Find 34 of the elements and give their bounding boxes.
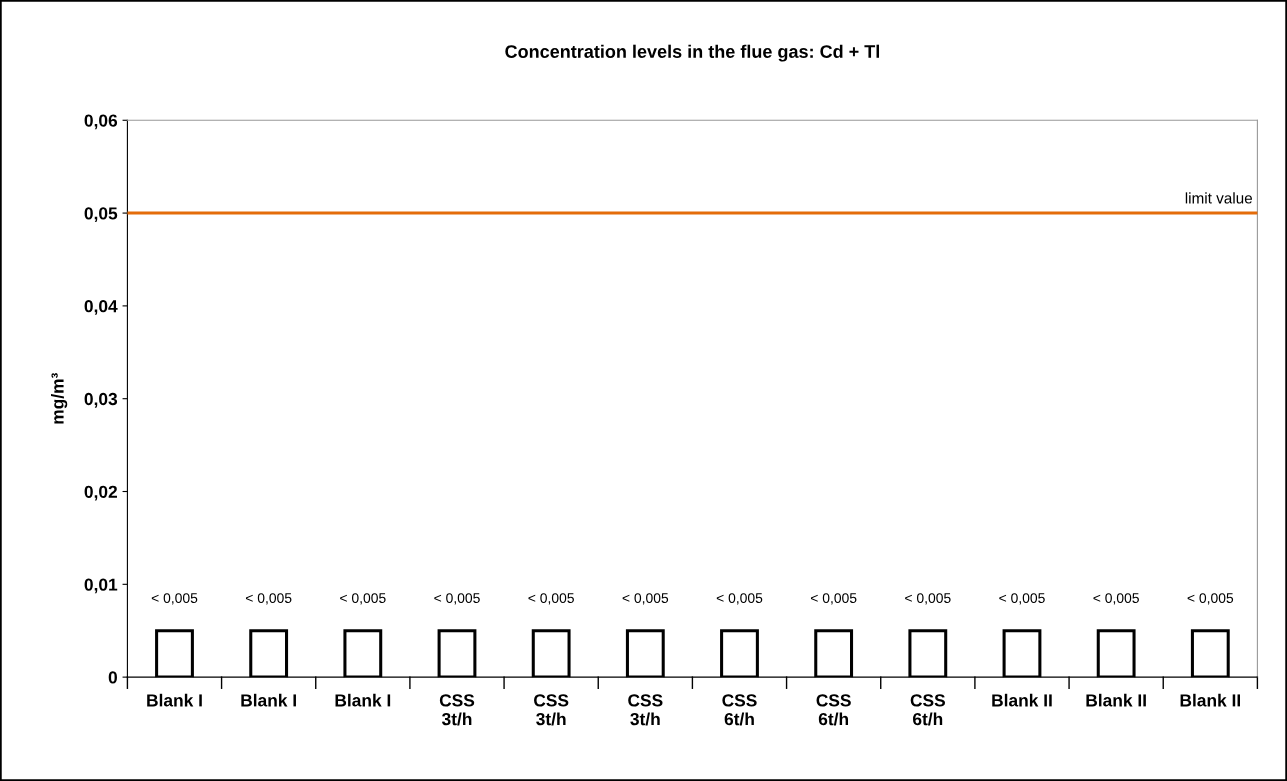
y-tick-label: 0,04 [84,300,118,315]
y-tick-label: 0,01 [84,578,118,594]
x-tick-label: CSS 6t/h [722,694,757,726]
data-label: < 0,005 [1187,593,1234,605]
y-tick-label: 0,02 [84,485,117,501]
data-label: < 0,005 [1093,593,1139,605]
data-label: < 0,005 [245,593,292,605]
ref-line-label: limit value [1185,192,1253,204]
x-tick-label: Blank I [147,693,202,707]
x-tick-label: CSS 6t/h [910,694,945,726]
data-label: < 0,005 [999,593,1045,605]
data-label: < 0,005 [622,593,669,605]
y-tick-label: 0 [108,671,117,684]
y-tick-label: 0,03 [84,392,118,408]
x-tick-label: Blank II [1086,693,1146,707]
y-axis-title: mg/m³ [50,373,68,424]
chart-title: Concentration levels in the flue gas: Cd + Tl [505,44,879,62]
data-label: < 0,005 [716,593,763,605]
data-label: < 0,005 [528,593,574,605]
data-label: < 0,005 [340,593,386,605]
y-tick-label: 0,05 [84,207,118,223]
x-tick-label: Blank I [335,693,391,707]
x-tick-label: Blank II [1180,693,1241,707]
data-label: < 0,005 [810,593,857,605]
data-label: < 0,005 [434,593,480,605]
y-tick-label: 0,06 [84,114,118,130]
x-tick-label: Blank II [992,693,1052,707]
x-tick-label: CSS 3t/h [534,694,569,726]
x-tick-label: Blank I [241,693,296,707]
x-tick-label: CSS 6t/h [816,694,851,726]
x-tick-label: CSS 3t/h [439,694,475,726]
x-tick-label: CSS 3t/h [628,694,663,726]
data-label: < 0,005 [151,593,198,605]
data-label: < 0,005 [905,593,951,605]
